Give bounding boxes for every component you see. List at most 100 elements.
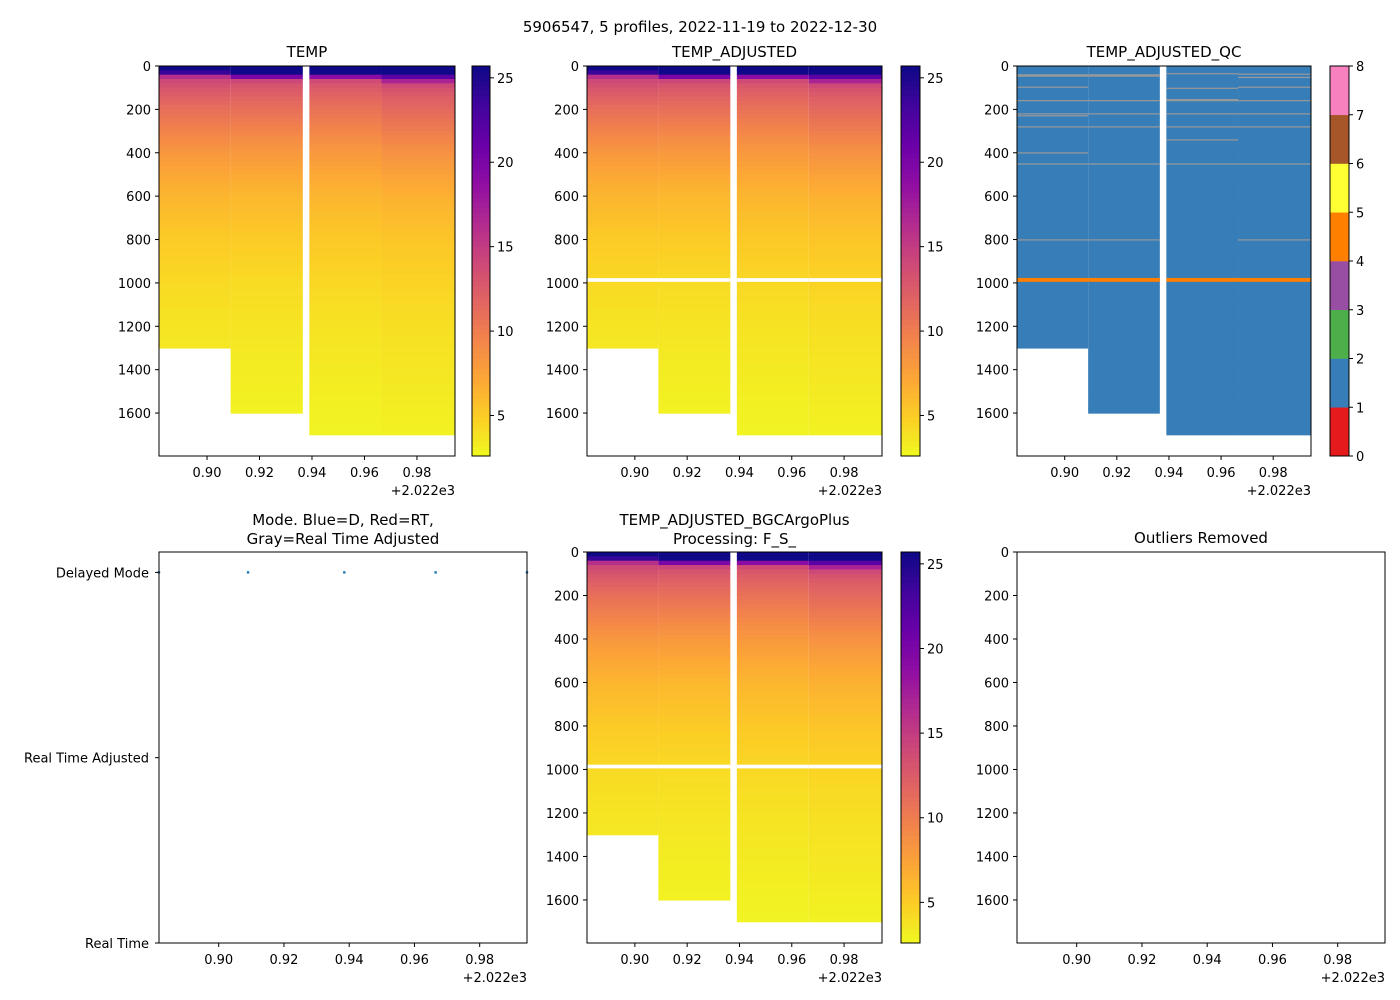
profile-cell — [159, 304, 231, 310]
axes-frame — [1016, 65, 1312, 457]
colorbar-segment — [472, 256, 490, 262]
profile-cell — [808, 70, 882, 76]
profile-cell — [658, 847, 731, 853]
profile-cell — [808, 326, 882, 332]
profile-cell — [230, 157, 303, 163]
profile-cell — [736, 239, 809, 245]
panel-title: Outliers Removed — [1134, 529, 1268, 547]
profile-cell — [1017, 265, 1089, 271]
profile-cell — [808, 647, 882, 653]
colorbar-segment — [901, 231, 920, 238]
profile-cell — [736, 135, 809, 141]
profile-cell — [736, 252, 809, 258]
profile-cell — [309, 339, 382, 345]
colorbar-segment — [901, 309, 920, 316]
profile-cell — [381, 113, 455, 119]
y-tick-label: 800 — [984, 234, 1009, 249]
qc-flag-8-line — [1017, 163, 1089, 165]
profile-cell — [309, 369, 382, 375]
profile-cell — [1017, 308, 1089, 314]
y-tick-label: 1600 — [976, 894, 1009, 909]
colorbar-segment — [901, 884, 920, 890]
colorbar-segment — [901, 158, 920, 164]
profile-cell — [1238, 122, 1311, 128]
profile-cell — [1238, 87, 1311, 93]
profile-cell — [230, 408, 303, 414]
profile-cell — [1238, 243, 1311, 249]
colorbar-segment — [472, 368, 490, 374]
profile-cell — [808, 404, 882, 410]
colorbar-segment — [901, 674, 920, 680]
profile-cell — [1238, 413, 1311, 418]
colorbar-segment — [472, 363, 490, 369]
profile-cell — [1088, 83, 1160, 89]
qc-flag-8-line — [1017, 86, 1089, 88]
profile-cell — [309, 400, 382, 405]
profile-cell — [1166, 226, 1239, 232]
profile-cell — [808, 387, 882, 392]
profile-cell — [1238, 170, 1311, 176]
profile-cell — [587, 704, 659, 710]
colorbar-segment — [901, 737, 920, 744]
profile-cell — [587, 578, 659, 584]
profile-cell — [658, 183, 731, 189]
profile-cell — [309, 178, 382, 184]
profile-cell — [587, 634, 659, 640]
profile-cell — [808, 904, 882, 910]
colorbar-segment — [472, 329, 490, 335]
profile-cell — [808, 730, 882, 736]
profile-cell — [1088, 374, 1160, 379]
profile-cell — [1238, 400, 1311, 405]
profile-cell — [381, 404, 455, 410]
colorbar-tick-label: 3 — [1356, 304, 1364, 319]
profile-cell — [381, 105, 455, 110]
profile-cell — [1017, 196, 1089, 202]
profile-cell — [736, 699, 809, 705]
profile-cell — [808, 339, 882, 345]
profile-cell — [159, 118, 231, 123]
profile-cell — [736, 573, 809, 579]
profile-cell — [736, 96, 809, 102]
profile-cell — [1166, 287, 1239, 293]
qc-flag-8-line — [1017, 152, 1089, 154]
profile-cell — [736, 599, 809, 605]
profile-cell — [1238, 430, 1311, 436]
profile-cell — [1238, 339, 1311, 345]
profile-cell — [309, 387, 382, 392]
profile-cell — [1088, 74, 1160, 80]
profile-cell — [1238, 226, 1311, 232]
colorbar-segment — [472, 100, 490, 106]
colorbar-segment — [1330, 212, 1349, 262]
profile-cell — [1238, 269, 1311, 275]
profile-cell — [587, 791, 659, 797]
profile-cell — [159, 278, 231, 284]
profile-cell — [808, 209, 882, 215]
profile-cell — [1238, 313, 1311, 319]
profile-cell — [309, 382, 382, 388]
profile-cell — [1088, 326, 1160, 332]
profile-cell — [658, 760, 731, 766]
profile-cell — [309, 261, 382, 267]
x-tick-label: 0.92 — [245, 466, 274, 481]
qc-flag-8-line — [1166, 100, 1239, 102]
profile-cell — [1088, 400, 1160, 405]
qc-flag-8-line — [1088, 126, 1160, 128]
profile-cell — [736, 213, 809, 219]
colorbar-segment — [901, 889, 920, 895]
axes-frame — [586, 65, 883, 457]
profile-cell — [309, 426, 382, 432]
colorbar-tick-label: 15 — [927, 727, 944, 742]
colorbar-segment — [901, 329, 920, 335]
profile-cell — [587, 226, 659, 232]
qc-flag-8-line — [1017, 126, 1089, 128]
x-offset-label: +2.022e3 — [818, 971, 882, 986]
profile-cell — [230, 391, 303, 397]
profile-cell — [159, 204, 231, 210]
profile-cell — [808, 413, 882, 418]
profile-cell — [658, 812, 731, 818]
profile-cell — [309, 187, 382, 193]
profile-cell — [658, 330, 731, 336]
profile-cell — [1017, 291, 1089, 297]
profile-cell — [1238, 282, 1311, 288]
